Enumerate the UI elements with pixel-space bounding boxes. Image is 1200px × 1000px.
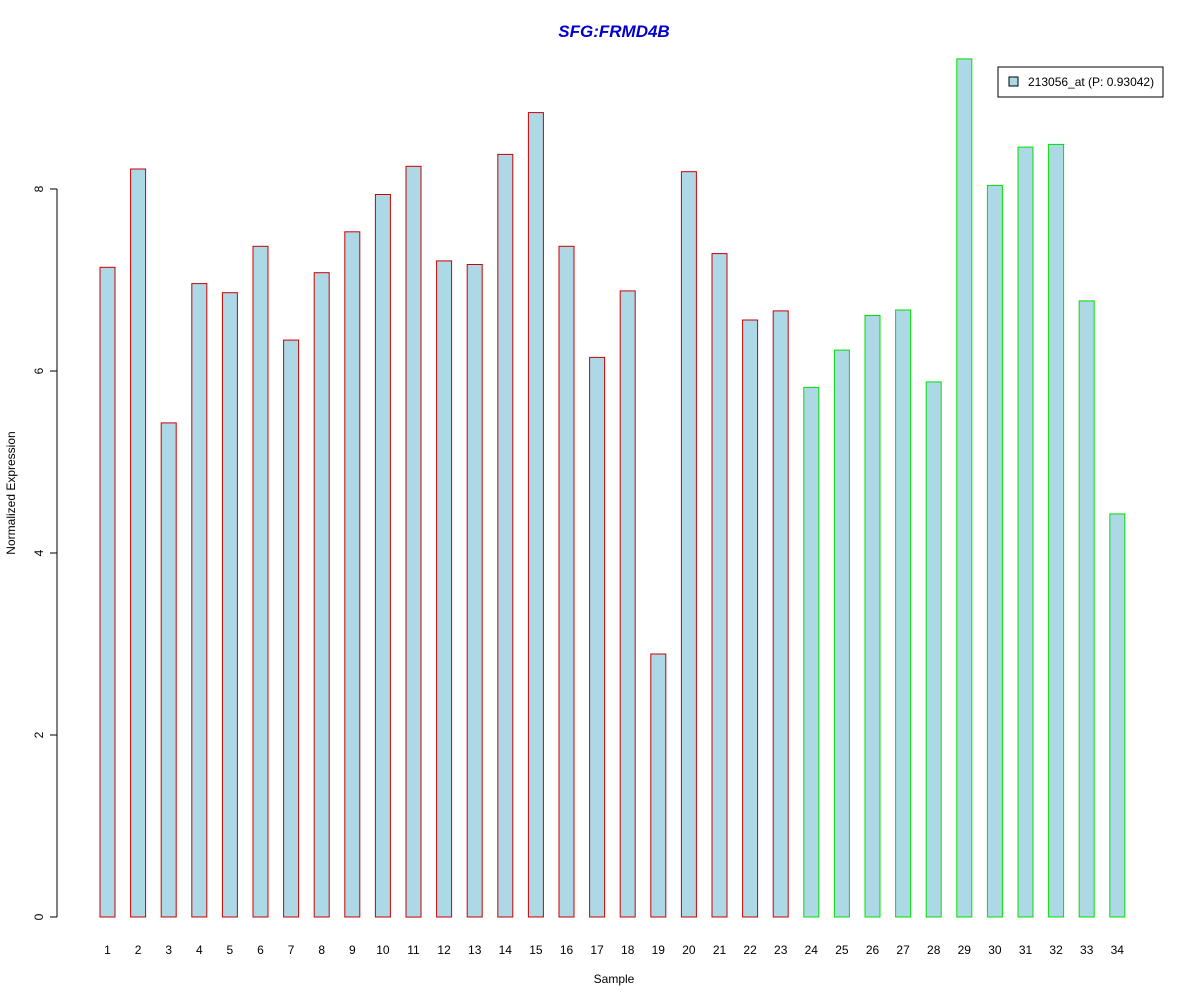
bar-sample-2 (130, 168, 147, 918)
x-tick-label: 18 (621, 943, 635, 957)
y-tick-label: 8 (32, 185, 46, 192)
y-tick-label: 0 (32, 913, 46, 920)
x-tick-labels: 1 2 3 4 5 6 7 8 9 10 11 12 13 14 15 16 17 18 19 20 21 22 23 24 2… (104, 943, 1124, 957)
x-tick-label: 32 (1049, 943, 1063, 957)
bar-sample-32 (1048, 143, 1065, 918)
x-tick-label: 19 (652, 943, 666, 957)
bar-sample-13 (466, 264, 483, 918)
x-tick-label: 7 (288, 943, 295, 957)
bar-sample-11 (405, 165, 422, 918)
bar-sample-5 (221, 292, 238, 918)
x-tick-label: 13 (468, 943, 482, 957)
bar-sample-16 (558, 245, 575, 918)
x-tick-label: 30 (988, 943, 1002, 957)
bar-sample-17 (589, 356, 606, 918)
x-tick-label: 5 (227, 943, 234, 957)
bar-sample-25 (833, 349, 850, 918)
bar-sample-24 (803, 386, 820, 918)
x-tick-label: 34 (1111, 943, 1125, 957)
bar-sample-15 (527, 112, 544, 918)
bar-sample-21 (711, 253, 728, 918)
bar-sample-19 (650, 653, 667, 918)
bar-sample-7 (283, 339, 300, 918)
x-tick-label: 17 (590, 943, 604, 957)
bar-sample-20 (680, 171, 697, 918)
x-tick-label: 25 (835, 943, 849, 957)
bar-sample-10 (374, 194, 391, 918)
bar-sample-12 (436, 260, 453, 918)
x-tick-label: 1 (104, 943, 111, 957)
x-tick-label: 28 (927, 943, 941, 957)
y-tick-label: 2 (32, 731, 46, 738)
bar-sample-29 (956, 58, 973, 918)
y-axis-label: Normalized Expression (4, 431, 18, 554)
x-tick-label: 23 (774, 943, 788, 957)
bar-sample-9 (344, 231, 361, 918)
x-tick-label: 33 (1080, 943, 1094, 957)
x-tick-label: 15 (529, 943, 543, 957)
x-tick-label: 20 (682, 943, 696, 957)
x-tick-label: 16 (560, 943, 574, 957)
bar-sample-1 (99, 266, 116, 918)
bar-sample-14 (497, 153, 514, 918)
x-tick-label: 14 (499, 943, 513, 957)
chart-title: SFG:FRMD4B (558, 22, 669, 41)
bar-sample-4 (191, 283, 208, 918)
x-tick-label: 4 (196, 943, 203, 957)
x-tick-label: 9 (349, 943, 356, 957)
x-axis-label: Sample (594, 972, 635, 986)
x-tick-label: 6 (257, 943, 264, 957)
x-tick-label: 21 (713, 943, 727, 957)
bar-sample-27 (895, 309, 912, 918)
y-tick-label: 4 (32, 549, 46, 556)
bar-sample-33 (1078, 300, 1095, 918)
x-tick-label: 11 (407, 943, 420, 957)
x-tick-label: 2 (135, 943, 142, 957)
legend-box (997, 66, 1164, 98)
legend: 213056_at (P: 0.93042) (997, 66, 1164, 98)
legend-swatch (1008, 76, 1019, 87)
x-tick-label: 31 (1019, 943, 1033, 957)
bar-sample-23 (772, 310, 789, 918)
x-tick-label: 27 (896, 943, 910, 957)
x-tick-label: 10 (376, 943, 390, 957)
bar-sample-34 (1109, 513, 1126, 918)
x-tick-label: 8 (318, 943, 325, 957)
bar-sample-30 (986, 184, 1003, 918)
bar-sample-3 (160, 422, 177, 918)
x-tick-label: 3 (165, 943, 172, 957)
x-tick-label: 24 (805, 943, 819, 957)
legend-label: 213056_at (P: 0.93042) (1028, 75, 1154, 89)
bar-sample-22 (742, 319, 759, 918)
y-tick-label: 6 (32, 367, 46, 374)
bar-sample-6 (252, 245, 269, 918)
x-tick-label: 29 (958, 943, 972, 957)
x-tick-label: 26 (866, 943, 880, 957)
y-axis: 0 2 4 6 8 (32, 185, 58, 920)
x-tick-label: 22 (743, 943, 757, 957)
bars (99, 58, 1126, 918)
bar-sample-26 (864, 315, 881, 918)
bar-sample-31 (1017, 146, 1034, 918)
bar-sample-28 (925, 381, 942, 918)
x-tick-label: 12 (437, 943, 451, 957)
bar-sample-8 (313, 272, 330, 918)
bar-sample-18 (619, 290, 636, 918)
